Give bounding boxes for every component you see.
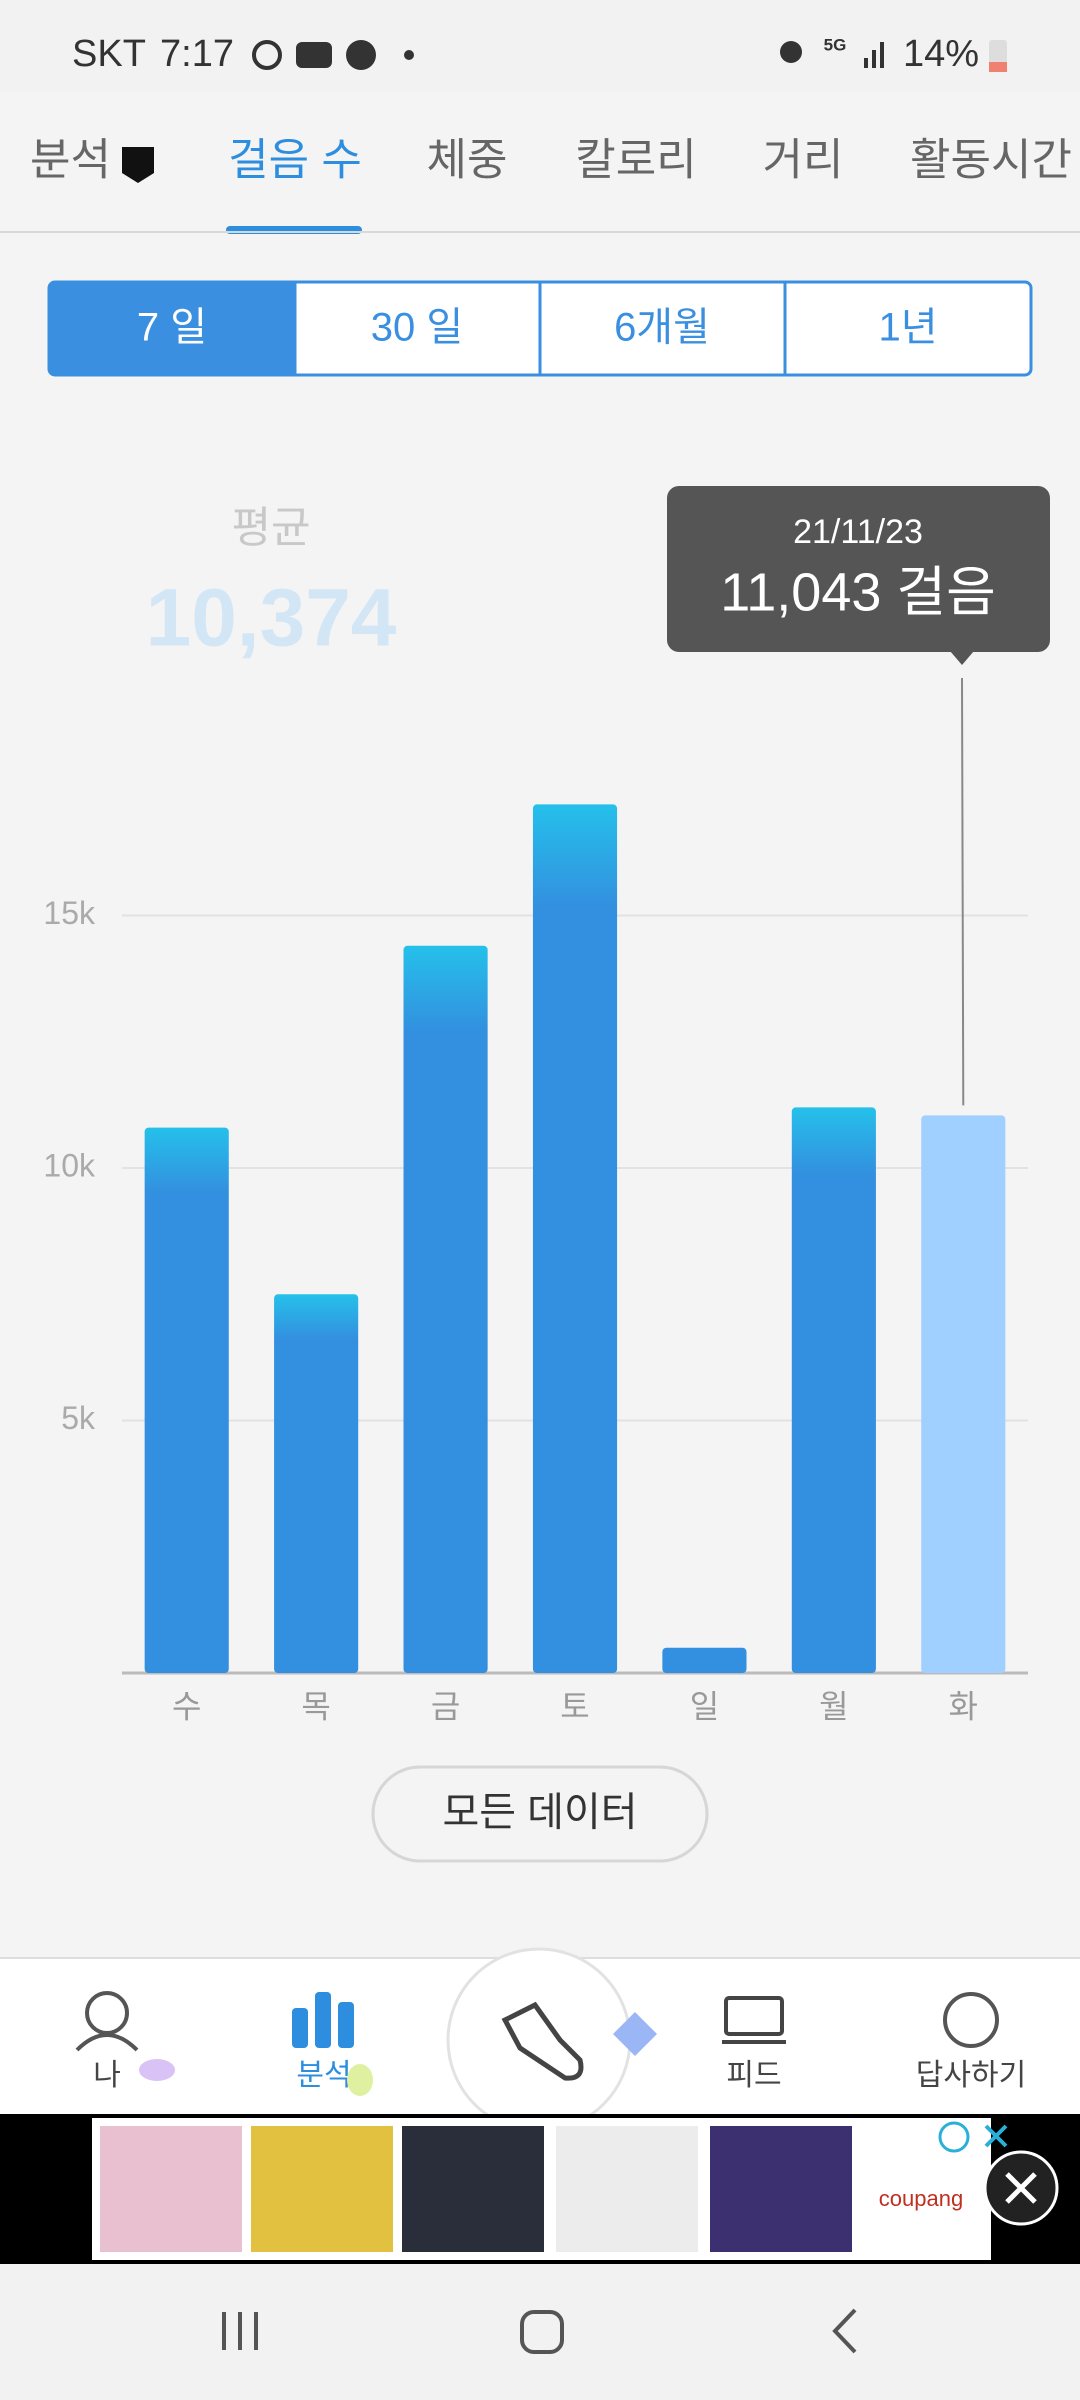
nav-item[interactable]: 피드 — [726, 2059, 781, 2092]
ad-close[interactable] — [984, 2124, 1008, 2148]
x-tick-label: 금 — [431, 1688, 460, 1724]
nav-item[interactable]: 나 — [93, 2059, 121, 2092]
tooltip: 21/11/23 11,043 걸음 — [667, 486, 1050, 665]
location-icon — [780, 41, 802, 63]
tab-bar: 분석 걸음 수 체중 칼로리 거리 활동시간 — [0, 136, 1080, 234]
badge — [139, 2059, 175, 2081]
ad-brand: coupang — [879, 2186, 963, 2211]
explore-icon — [943, 1992, 999, 2048]
selection-line — [961, 677, 965, 1106]
status-icon — [346, 40, 376, 70]
clock: 7:17 — [160, 33, 234, 75]
bar — [662, 1647, 747, 1673]
bar — [274, 1294, 359, 1673]
x-tick-label: 일 — [690, 1688, 719, 1724]
y-tick-label: 5k — [61, 1400, 96, 1436]
tab-active[interactable]: 걸음 수 — [228, 136, 362, 185]
chart: 5k 10k 15k 수 목 금 토 일 월 화 — [43, 677, 1028, 1724]
tab[interactable]: 거리 — [763, 136, 844, 185]
battery-text: 14% — [903, 33, 979, 75]
bar — [144, 1127, 229, 1673]
walk-button[interactable] — [446, 1947, 632, 2133]
y-tick-label: 10k — [43, 1147, 96, 1183]
signal — [872, 50, 876, 68]
tooltip-pointer — [950, 651, 974, 665]
bar — [791, 1107, 876, 1673]
back-button[interactable] — [832, 2308, 857, 2354]
ad-image — [251, 2126, 393, 2252]
nav-item[interactable]: 분석 — [296, 2059, 351, 2092]
x-tick-label: 목 — [301, 1688, 330, 1724]
battery-level — [989, 62, 1007, 72]
analysis-icon — [292, 2008, 308, 2048]
y-tick-label: 15k — [43, 895, 96, 931]
tab[interactable]: 칼로리 — [575, 136, 696, 185]
ad-image — [402, 2126, 544, 2252]
ad-info[interactable] — [938, 2121, 970, 2153]
tab[interactable]: 분석 — [30, 136, 111, 185]
tooltip-value: 11,043 걸음 — [720, 562, 996, 622]
badge — [613, 2012, 657, 2056]
ad-image — [556, 2126, 698, 2252]
carrier: SKT — [72, 33, 146, 75]
range-active[interactable] — [49, 282, 295, 375]
nav-item[interactable]: 답사하기 — [916, 2059, 1026, 2092]
tooltip-box — [667, 486, 1050, 652]
me-icon — [75, 2033, 139, 2052]
ad-image — [100, 2126, 242, 2252]
ad-image — [710, 2126, 852, 2252]
summary-label: 평균 — [231, 504, 310, 552]
feed-icon — [724, 1996, 784, 2036]
range-button[interactable]: 1년 — [878, 306, 937, 350]
bar[interactable] — [921, 1115, 1006, 1673]
signal — [880, 42, 884, 68]
summary-value: 10,374 — [146, 573, 397, 664]
x-tick-label: 화 — [949, 1688, 978, 1724]
tab[interactable]: 체중 — [427, 136, 508, 185]
premium-badge — [122, 147, 154, 183]
range-button[interactable]: 30 일 — [371, 306, 463, 350]
range-button[interactable]: 7 일 — [137, 306, 207, 350]
x-tick-label: 월 — [819, 1688, 848, 1724]
status-icon — [404, 50, 414, 60]
all-data-button[interactable] — [371, 1765, 709, 1863]
x-tick-label: 수 — [172, 1688, 201, 1724]
system-nav — [0, 2264, 1080, 2400]
home-button[interactable] — [520, 2310, 564, 2354]
bar — [403, 945, 488, 1673]
shoe-icon — [501, 2001, 584, 2081]
status-icon — [252, 40, 282, 70]
all-data-label: 모든 데이터 — [442, 1791, 637, 1835]
badge — [347, 2064, 373, 2096]
signal — [864, 58, 868, 68]
tab[interactable]: 활동시간 — [910, 136, 1072, 185]
analysis-icon — [338, 2002, 354, 2048]
status-icon — [296, 42, 332, 68]
bar — [532, 804, 618, 1673]
range-selector: 7 일 30 일 6개월 1년 — [47, 280, 1033, 377]
ad-dismiss-icon — [1005, 2172, 1037, 2204]
recent-button[interactable] — [222, 2312, 258, 2350]
tooltip-date: 21/11/23 — [793, 513, 923, 551]
analysis-icon — [315, 1992, 331, 2048]
network: 5G — [824, 35, 847, 54]
x-tick-label: 토 — [560, 1688, 589, 1724]
range-button[interactable]: 6개월 — [614, 306, 710, 350]
status-bar — [0, 0, 1080, 92]
